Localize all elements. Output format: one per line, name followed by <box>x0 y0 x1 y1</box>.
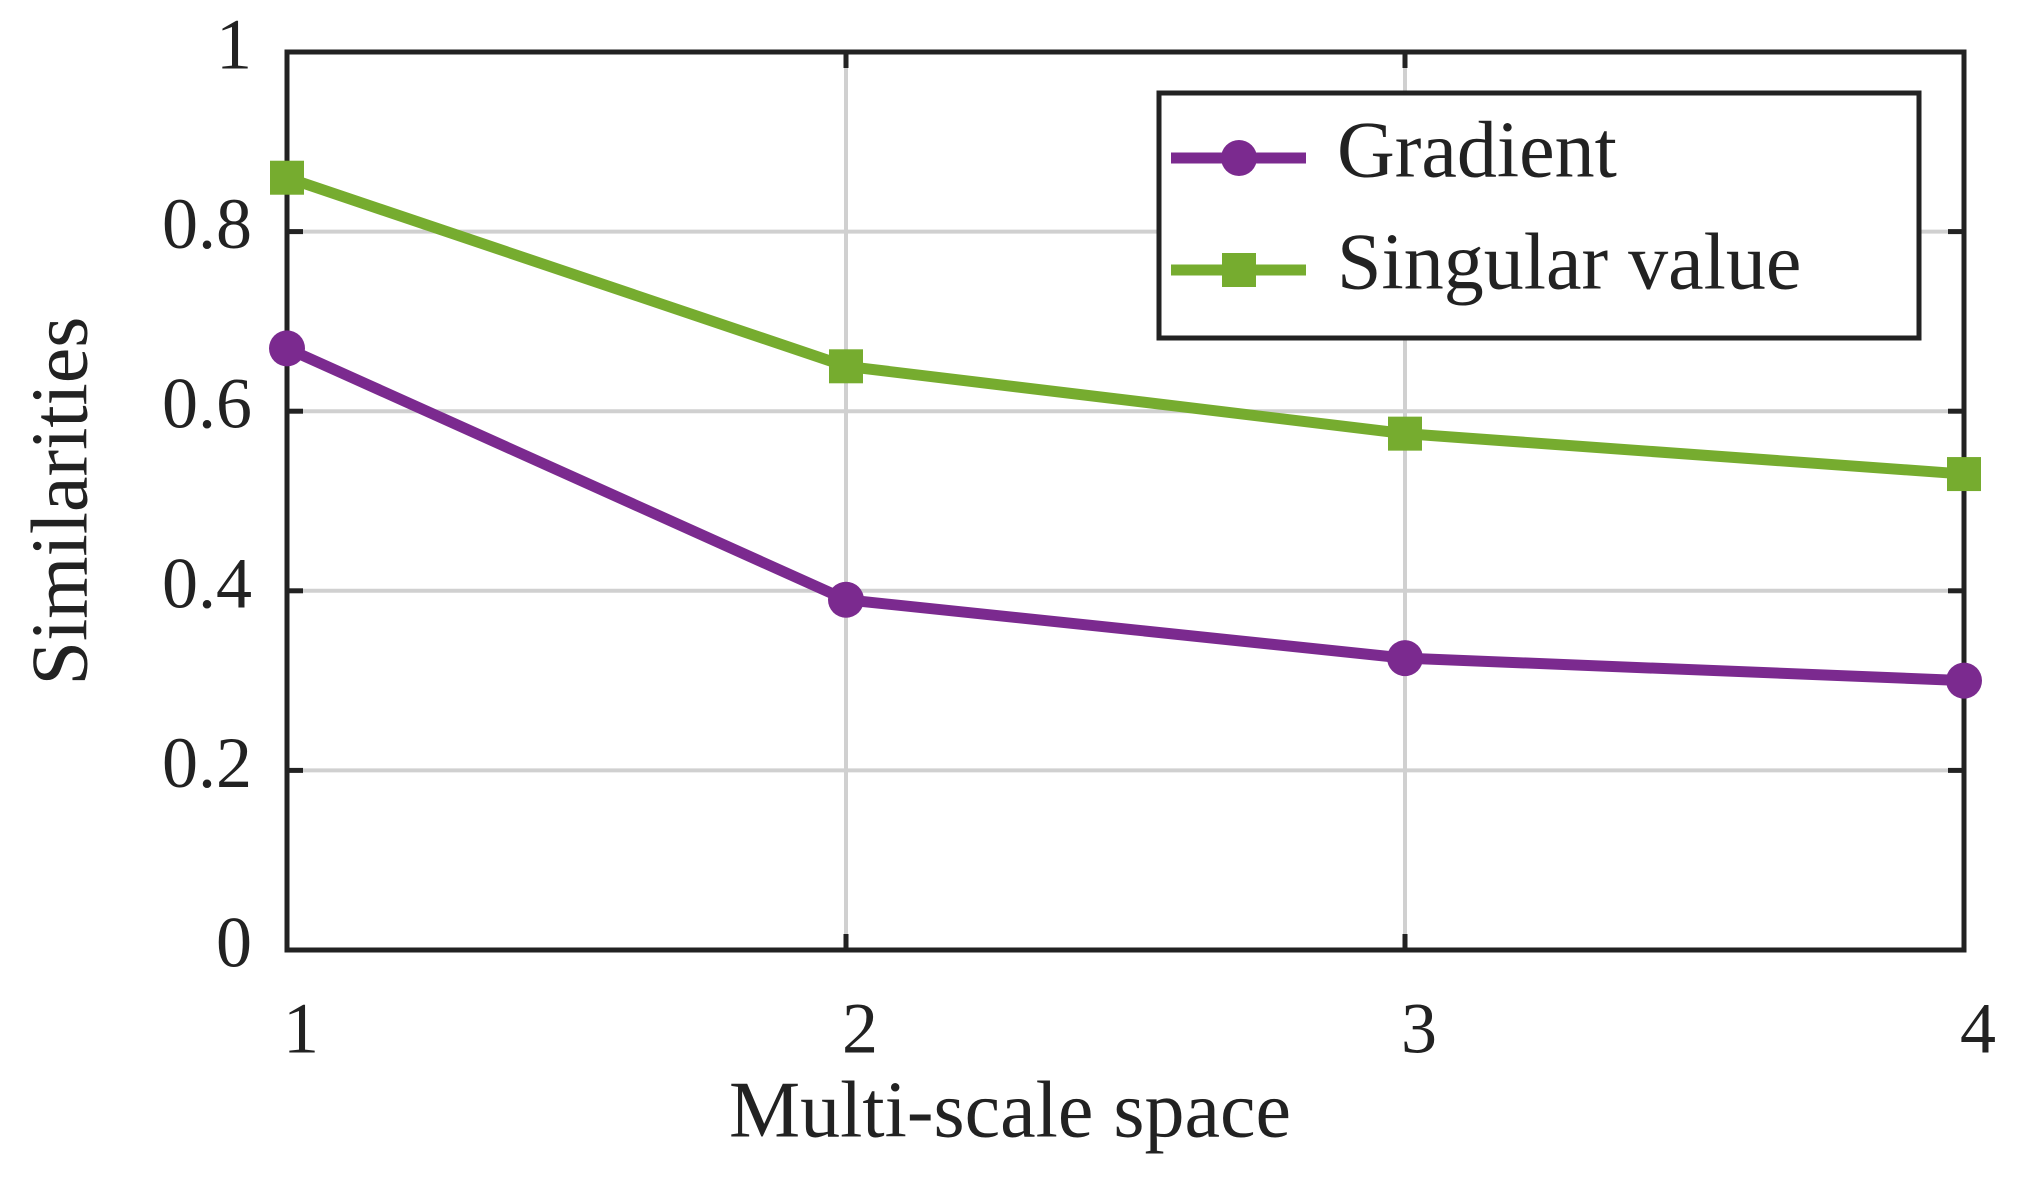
data-point <box>1388 416 1422 451</box>
data-point <box>1387 640 1423 677</box>
x-tick-label: 4 <box>1960 989 1996 1069</box>
x-tick-label: 3 <box>1401 989 1437 1069</box>
series-line <box>284 343 1965 687</box>
legend-marker <box>1221 140 1257 176</box>
data-point <box>1946 662 1982 699</box>
y-tick-label: 0 <box>216 903 252 983</box>
data-point <box>828 581 864 618</box>
data-point <box>270 160 304 195</box>
y-tick-label: 0.2 <box>162 723 252 803</box>
legend-marker <box>1222 253 1256 287</box>
x-tick-label: 2 <box>842 989 878 1069</box>
y-axis-label: Similarities <box>16 317 104 686</box>
series-line <box>285 172 1965 480</box>
y-tick-label: 0.6 <box>162 364 252 444</box>
legend-box <box>1156 90 1922 341</box>
x-axis-label: Multi-scale space <box>729 1066 1291 1154</box>
y-tick-label: 0.8 <box>162 184 252 264</box>
x-tick-label: 1 <box>283 989 319 1069</box>
plot-frame <box>284 49 1967 953</box>
y-tick-label: 1 <box>216 5 252 85</box>
data-point <box>829 349 863 384</box>
legend-label: Singular value <box>1337 218 1801 306</box>
legend-label: Gradient <box>1337 106 1617 194</box>
y-tick-label: 0.4 <box>162 543 252 623</box>
data-point <box>269 330 305 367</box>
data-point <box>1947 457 1981 492</box>
